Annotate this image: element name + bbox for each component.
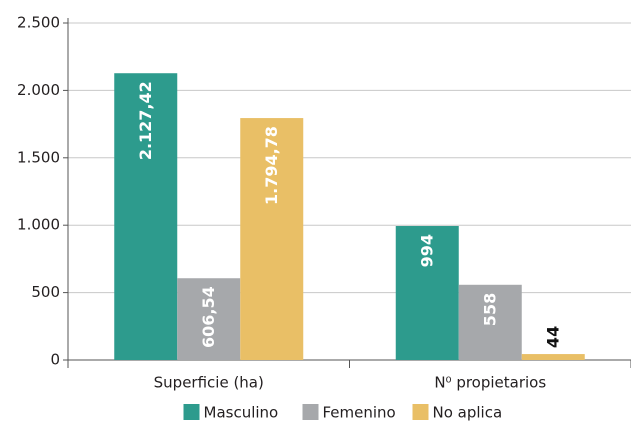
bar (395, 226, 459, 360)
bar (114, 73, 178, 360)
legend-swatch (412, 404, 429, 420)
legend-label: No aplica (433, 404, 503, 422)
value-label: 44 (544, 326, 563, 348)
x-tick-label: N⁰ propietarios (434, 374, 546, 392)
legend-label: Masculino (204, 404, 279, 422)
bar (458, 284, 522, 360)
value-label: 606,54 (199, 286, 218, 348)
legend-swatch (183, 404, 200, 420)
bar (521, 354, 585, 360)
value-label: 994 (418, 234, 437, 267)
value-label: 558 (481, 293, 500, 326)
y-tick-label: 2.500 (17, 14, 60, 32)
y-tick-label: 1.500 (17, 148, 60, 166)
y-tick-label: 2.000 (17, 81, 60, 99)
y-tick-label: 1.000 (17, 216, 60, 234)
legend-label: Femenino (323, 404, 396, 422)
x-tick-label: Superficie (ha) (154, 374, 264, 392)
bar (177, 278, 241, 360)
bar (240, 118, 304, 360)
value-label: 2.127,42 (136, 81, 155, 160)
value-label: 1.794,78 (262, 126, 281, 205)
y-tick-label: 0 (50, 351, 60, 369)
legend-swatch (302, 404, 319, 420)
y-tick-label: 500 (31, 283, 60, 301)
